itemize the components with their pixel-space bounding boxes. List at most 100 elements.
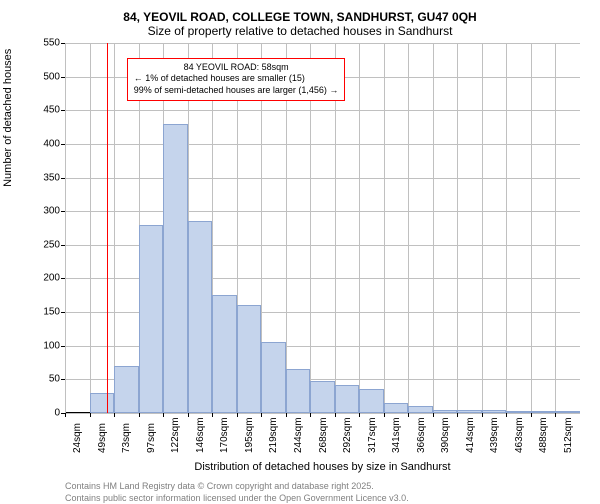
y-tick-label: 200 xyxy=(43,273,60,284)
x-tick xyxy=(65,413,66,417)
histogram-bar xyxy=(286,369,311,413)
histogram-bar xyxy=(237,305,262,413)
histogram-bar xyxy=(163,124,188,413)
footer-line2: Contains public sector information licen… xyxy=(65,493,590,504)
x-tick xyxy=(261,413,262,417)
x-tick xyxy=(163,413,164,417)
histogram-bar xyxy=(212,295,237,413)
y-tick-label: 400 xyxy=(43,138,60,149)
histogram-bar xyxy=(482,410,507,413)
plot-area: 05010015020025030035040045050055024sqm49… xyxy=(65,43,580,413)
annotation-line2: ← 1% of detached houses are smaller (15) xyxy=(134,73,339,85)
gridline-v xyxy=(433,43,434,413)
histogram-bar xyxy=(531,411,556,413)
gridline-h xyxy=(65,110,580,111)
chart-title-main: 84, YEOVIL ROAD, COLLEGE TOWN, SANDHURST… xyxy=(10,10,590,24)
histogram-bar xyxy=(384,403,409,413)
y-tick-label: 450 xyxy=(43,105,60,116)
annotation-line1: 84 YEOVIL ROAD: 58sqm xyxy=(134,62,339,74)
x-tick xyxy=(408,413,409,417)
y-axis-title: Number of detached houses xyxy=(2,49,14,187)
x-tick-label: 244sqm xyxy=(293,417,304,453)
gridline-v xyxy=(457,43,458,413)
y-tick-label: 150 xyxy=(43,307,60,318)
x-tick xyxy=(114,413,115,417)
x-tick-label: 146sqm xyxy=(195,417,206,453)
x-tick xyxy=(310,413,311,417)
histogram-bar xyxy=(335,385,360,413)
annotation-box: 84 YEOVIL ROAD: 58sqm← 1% of detached ho… xyxy=(127,58,346,101)
gridline-v xyxy=(90,43,91,413)
footer-line1: Contains HM Land Registry data © Crown c… xyxy=(65,481,590,493)
x-tick-label: 219sqm xyxy=(268,417,279,453)
y-tick-label: 250 xyxy=(43,239,60,250)
y-tick-label: 50 xyxy=(49,374,60,385)
x-tick xyxy=(457,413,458,417)
gridline-h xyxy=(65,413,580,414)
gridline-v xyxy=(408,43,409,413)
x-tick xyxy=(482,413,483,417)
histogram-bar xyxy=(261,342,286,413)
x-tick-label: 439sqm xyxy=(489,417,500,453)
x-tick-label: 341sqm xyxy=(391,417,402,453)
x-tick-label: 488sqm xyxy=(538,417,549,453)
x-tick xyxy=(139,413,140,417)
x-tick-label: 97sqm xyxy=(146,423,157,453)
histogram-bar xyxy=(433,410,458,413)
gridline-v xyxy=(506,43,507,413)
x-tick xyxy=(90,413,91,417)
gridline-h xyxy=(65,144,580,145)
x-tick-label: 195sqm xyxy=(244,417,255,453)
x-tick-label: 292sqm xyxy=(342,417,353,453)
y-tick-label: 300 xyxy=(43,206,60,217)
x-tick-label: 73sqm xyxy=(121,423,132,453)
chart-container: 84, YEOVIL ROAD, COLLEGE TOWN, SANDHURST… xyxy=(0,0,600,500)
gridline-v xyxy=(65,43,66,413)
y-tick-label: 0 xyxy=(54,408,60,419)
histogram-bar xyxy=(408,406,433,413)
x-tick xyxy=(506,413,507,417)
annotation-line3: 99% of semi-detached houses are larger (… xyxy=(134,85,339,97)
x-tick xyxy=(433,413,434,417)
gridline-v xyxy=(384,43,385,413)
x-tick xyxy=(555,413,556,417)
histogram-bar xyxy=(90,393,115,413)
histogram-bar xyxy=(359,389,384,413)
x-tick-label: 512sqm xyxy=(563,417,574,453)
x-tick-label: 414sqm xyxy=(465,417,476,453)
y-tick-label: 500 xyxy=(43,71,60,82)
y-tick-label: 350 xyxy=(43,172,60,183)
x-tick-label: 268sqm xyxy=(318,417,329,453)
histogram-bar xyxy=(188,221,213,413)
x-tick xyxy=(384,413,385,417)
gridline-h xyxy=(65,43,580,44)
gridline-h xyxy=(65,211,580,212)
gridline-v xyxy=(555,43,556,413)
y-tick-label: 550 xyxy=(43,38,60,49)
x-axis-title: Distribution of detached houses by size … xyxy=(65,461,580,473)
footer: Contains HM Land Registry data © Crown c… xyxy=(65,481,590,504)
x-tick xyxy=(237,413,238,417)
x-tick-label: 366sqm xyxy=(416,417,427,453)
x-tick xyxy=(212,413,213,417)
x-tick xyxy=(286,413,287,417)
histogram-bar xyxy=(506,411,531,413)
histogram-bar xyxy=(114,366,139,413)
x-tick-label: 24sqm xyxy=(72,423,83,453)
histogram-bar xyxy=(310,381,335,413)
histogram-bar xyxy=(555,411,580,413)
gridline-v xyxy=(114,43,115,413)
histogram-bar xyxy=(457,410,482,413)
x-tick-label: 122sqm xyxy=(170,417,181,453)
x-tick xyxy=(335,413,336,417)
y-tick-label: 100 xyxy=(43,340,60,351)
x-tick-label: 317sqm xyxy=(367,417,378,453)
x-tick-label: 463sqm xyxy=(514,417,525,453)
gridline-v xyxy=(531,43,532,413)
histogram-bar xyxy=(139,225,164,413)
chart-title-sub: Size of property relative to detached ho… xyxy=(10,24,590,38)
gridline-v xyxy=(482,43,483,413)
gridline-h xyxy=(65,178,580,179)
x-tick-label: 49sqm xyxy=(97,423,108,453)
x-tick xyxy=(188,413,189,417)
